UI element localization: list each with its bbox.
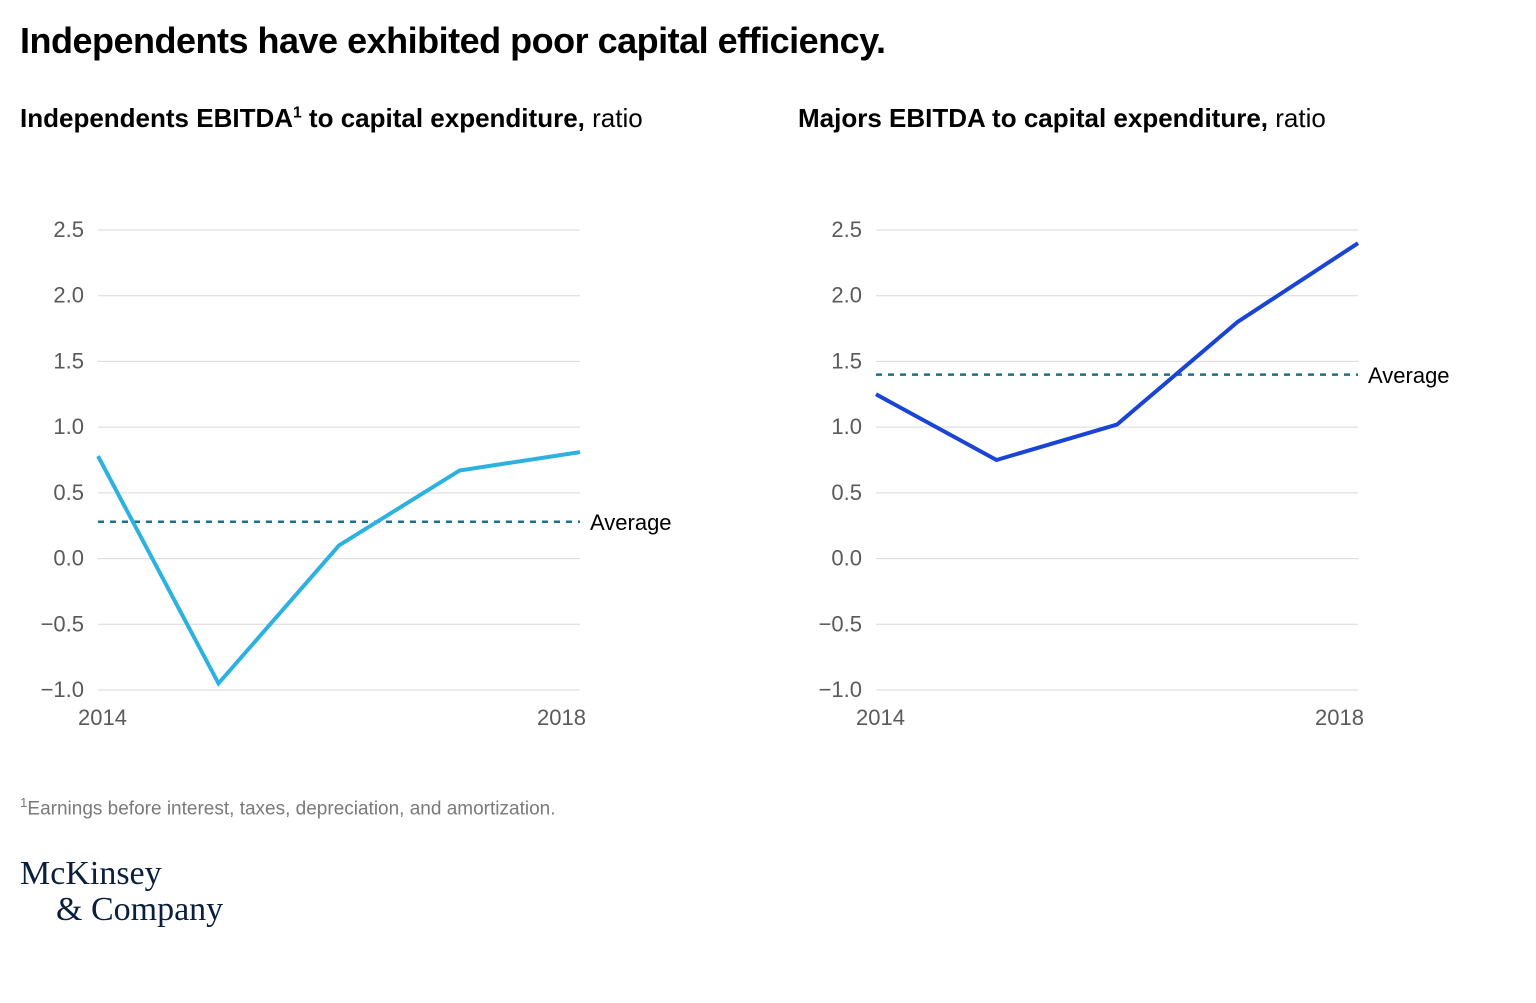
chart-title-bold: Majors EBITDA to capital expenditure, <box>798 103 1268 133</box>
y-tick-label: −1.0 <box>819 677 862 702</box>
chart-title-bold: Independents EBITDA <box>20 103 293 133</box>
page-title: Independents have exhibited poor capital… <box>20 20 1496 62</box>
y-tick-label: 2.5 <box>53 220 84 242</box>
footnote-text: Earnings before interest, taxes, depreci… <box>27 798 555 819</box>
y-tick-label: 0.5 <box>53 480 84 505</box>
chart-independents: Independents EBITDA1 to capital expendit… <box>20 102 718 745</box>
chart-svg: −1.0 −0.5 0.0 0.5 1.0 1.5 2.0 2.5 2014 2018 <box>20 220 660 740</box>
footnote: 1Earnings before interest, taxes, deprec… <box>20 795 1496 820</box>
brand-logo: McKinsey & Company <box>20 856 1496 927</box>
chart-svg: −1.0 −0.5 0.0 0.5 1.0 1.5 2.0 2.5 2014 2018 <box>798 220 1438 740</box>
y-tick-label: 1.0 <box>831 414 862 439</box>
brand-logo-line2: & Company <box>20 892 1496 928</box>
data-line <box>98 452 580 683</box>
chart-independents-area: −1.0 −0.5 0.0 0.5 1.0 1.5 2.0 2.5 2014 2018 Averag… <box>20 220 718 745</box>
chart-title-super: 1 <box>293 104 302 121</box>
average-label: Average <box>1368 363 1450 389</box>
x-tick-label-start: 2014 <box>856 705 905 730</box>
y-tick-label: 2.0 <box>53 283 84 308</box>
y-tick-label: 1.5 <box>53 348 84 373</box>
x-tick-label-end: 2018 <box>537 705 586 730</box>
chart-majors-title: Majors EBITDA to capital expenditure, ra… <box>798 102 1496 172</box>
chart-title-normal: ratio <box>1268 103 1326 133</box>
y-tick-label: 1.5 <box>831 348 862 373</box>
y-tick-label: 0.0 <box>831 546 862 571</box>
y-tick-label: 2.5 <box>831 220 862 242</box>
chart-title-bold-tail: to capital expenditure, <box>302 103 585 133</box>
y-tick-label: 2.0 <box>831 283 862 308</box>
y-tick-label: −1.0 <box>41 677 84 702</box>
chart-independents-title: Independents EBITDA1 to capital expendit… <box>20 102 718 172</box>
y-tick-label: 0.0 <box>53 546 84 571</box>
y-tick-label: −0.5 <box>819 611 862 636</box>
average-label: Average <box>590 510 672 536</box>
chart-title-normal: ratio <box>585 103 643 133</box>
charts-row: Independents EBITDA1 to capital expendit… <box>20 102 1496 745</box>
x-tick-label-end: 2018 <box>1315 705 1364 730</box>
y-tick-label: −0.5 <box>41 611 84 636</box>
chart-majors: Majors EBITDA to capital expenditure, ra… <box>798 102 1496 745</box>
x-tick-label-start: 2014 <box>78 705 127 730</box>
brand-logo-line1: McKinsey <box>20 856 1496 892</box>
y-tick-label: 1.0 <box>53 414 84 439</box>
chart-majors-area: −1.0 −0.5 0.0 0.5 1.0 1.5 2.0 2.5 2014 2018 Averag… <box>798 220 1496 745</box>
y-tick-label: 0.5 <box>831 480 862 505</box>
page-root: Independents have exhibited poor capital… <box>0 0 1536 1003</box>
